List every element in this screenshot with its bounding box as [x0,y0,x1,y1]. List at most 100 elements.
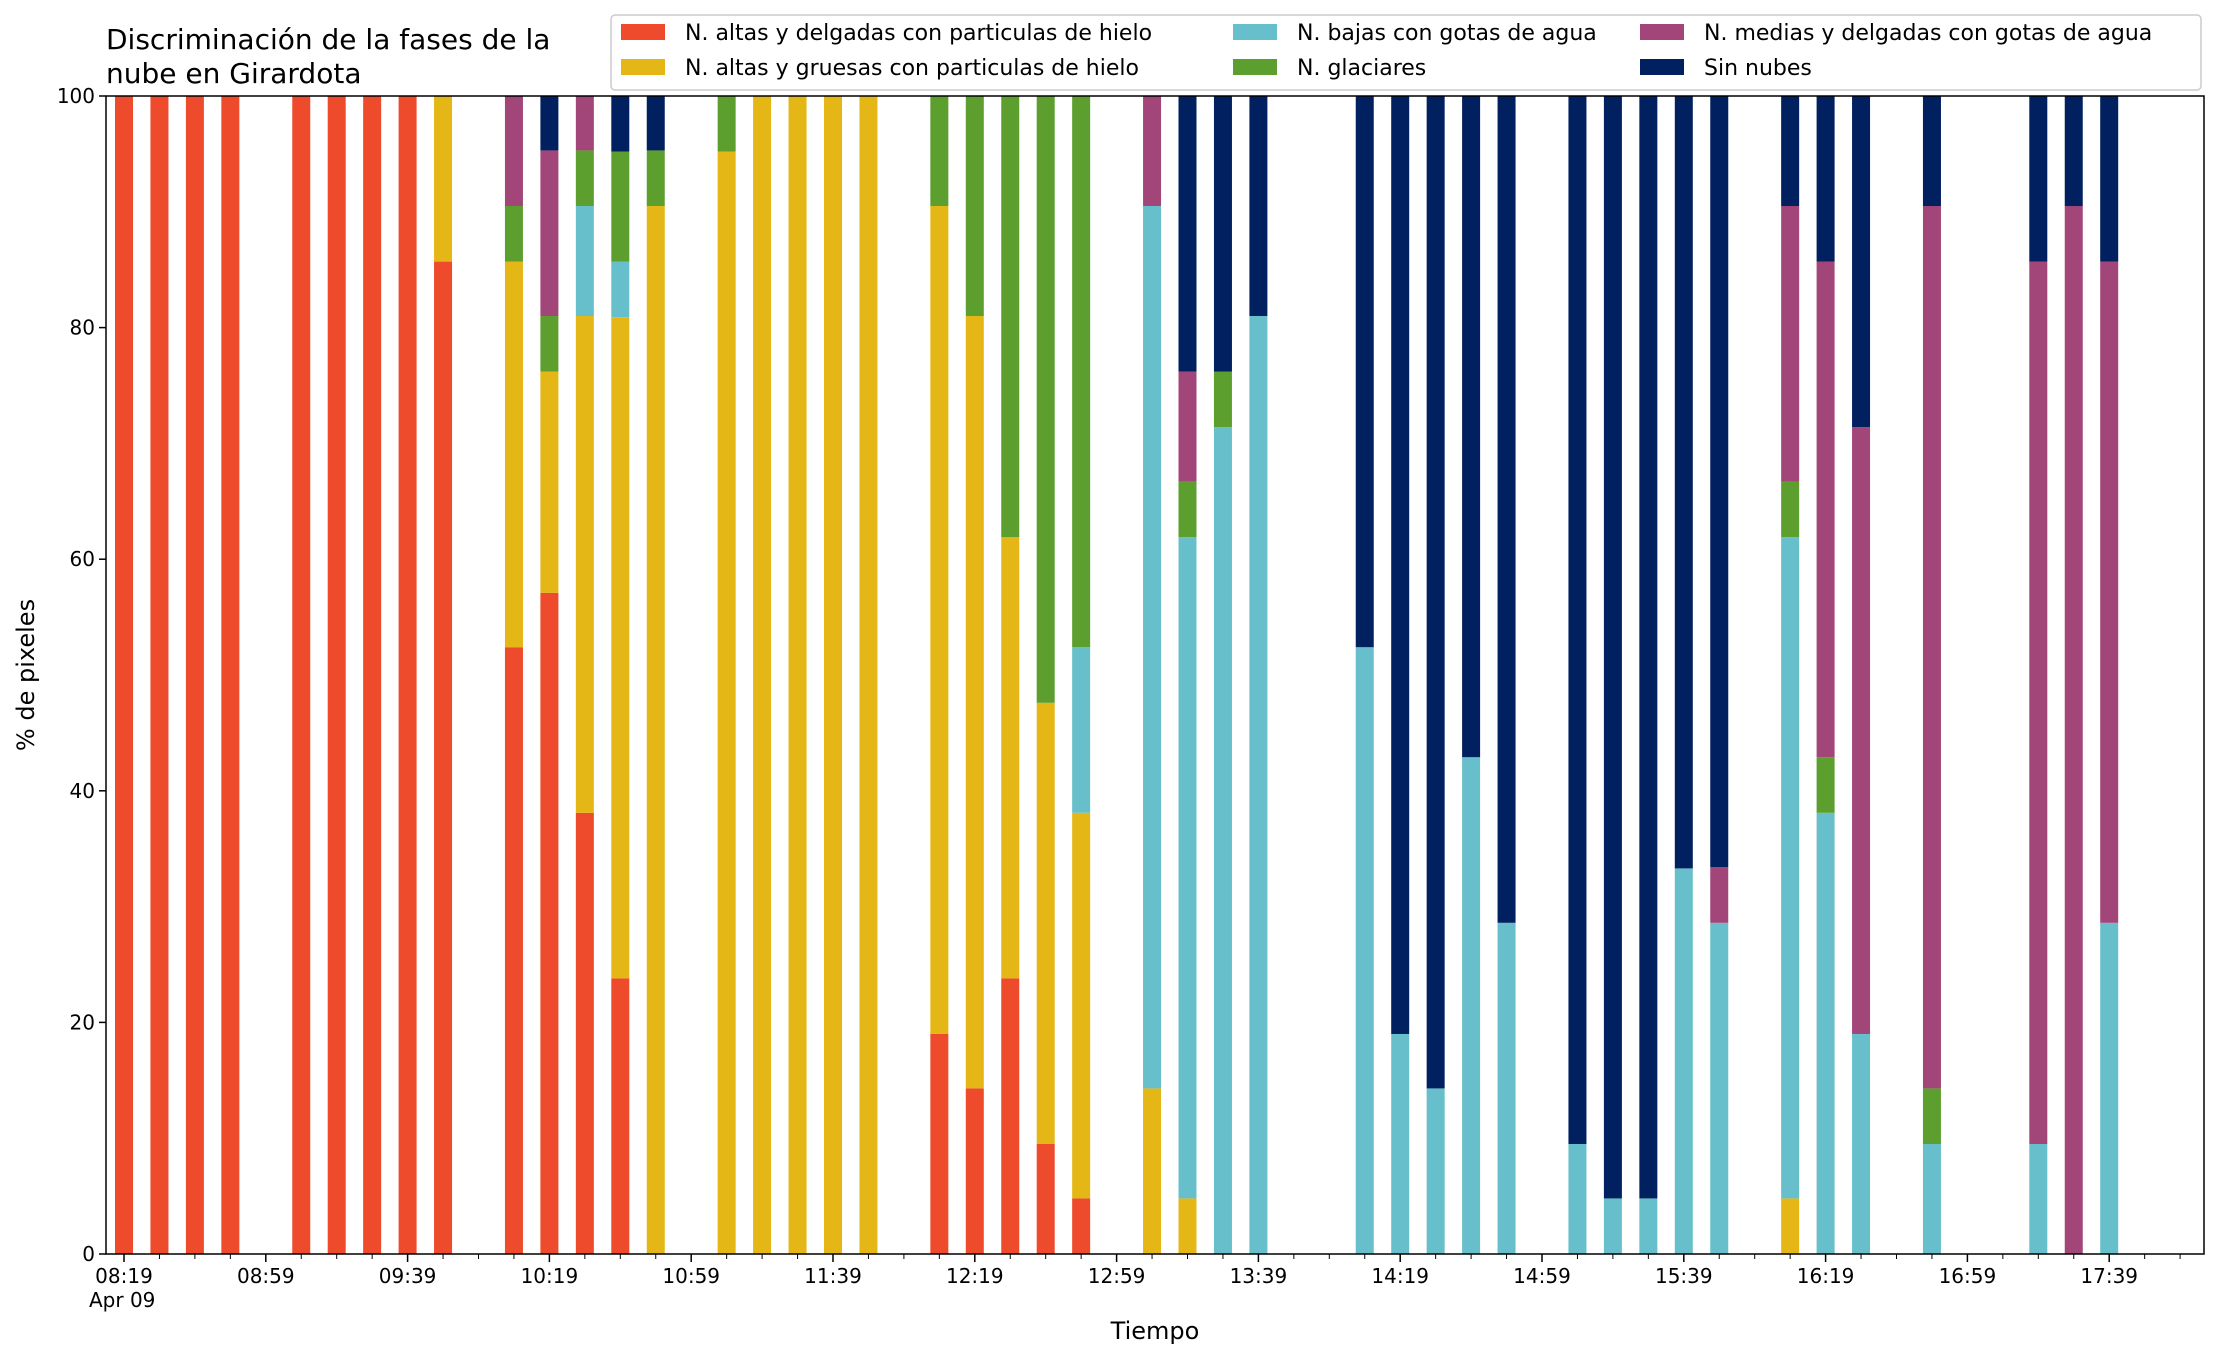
x-axis-label: Tiempo [1110,1317,1200,1345]
bar-stack [575,96,594,1254]
bar-segment-altas-gruesas [504,261,523,648]
bar-segment-altas-gruesas [1178,1198,1197,1254]
bars-layer [115,96,2119,1255]
bar-segment-glaciares [930,96,949,207]
bar-segment-altas-gruesas [611,317,630,979]
bar-stack [221,96,240,1254]
bar-stack [1213,96,1232,1254]
bar-segment-sin-nubes [1852,96,1871,428]
bar-segment-sin-nubes [1462,96,1481,758]
bar-segment-altas-gruesas [788,96,807,1254]
bar-segment-bajas-agua [1674,868,1693,1254]
x-tick-label: 17:39 [2080,1264,2138,1288]
bar-stack [1710,96,1729,1254]
bar-segment-medias-agua [1816,261,1835,758]
bar-segment-medias-agua [2100,261,2119,923]
bar-segment-altas-delgadas [363,96,382,1254]
bar-segment-altas-delgadas [611,978,630,1254]
x-tick-label: 16:19 [1797,1264,1855,1288]
legend-swatch [1640,59,1684,75]
bar-stack [115,96,133,1254]
bar-stack [185,96,204,1254]
bar-segment-altas-gruesas [1781,1198,1800,1254]
legend-swatch [1640,24,1684,40]
bar-segment-sin-nubes [1639,96,1658,1199]
bar-segment-glaciares [1072,96,1091,648]
legend-label: N. altas y delgadas con particulas de hi… [685,21,1152,46]
y-axis: 0 20 40 60 80 100 [57,84,106,1266]
legend: N. altas y delgadas con particulas de hi… [610,14,2202,91]
bar-segment-sin-nubes [1710,96,1729,868]
bar-segment-medias-agua [504,96,523,207]
bar-stack [1391,96,1410,1254]
bar-stack [2100,96,2119,1254]
legend-entry-sin-nubes: Sin nubes [1640,56,1812,81]
bar-segment-sin-nubes [1249,96,1268,317]
bar-stack [1462,96,1481,1254]
bar-stack [788,96,807,1254]
bar-stack [2064,96,2083,1254]
bar-stack [2029,96,2048,1254]
bar-segment-bajas-agua [1178,537,1197,1199]
bar-segment-bajas-agua [1355,647,1374,1254]
bar-stack [504,96,523,1254]
bar-segment-bajas-agua [1816,812,1835,1254]
y-tick-label: 60 [70,547,95,571]
x-tick-label: 08:19 [95,1264,153,1288]
bar-segment-altas-gruesas [1072,812,1091,1199]
bar-stack [363,96,382,1254]
x-tick-label: 10:59 [662,1264,720,1288]
bar-segment-sin-nubes [2064,96,2083,207]
legend-box [610,14,2202,91]
bar-segment-sin-nubes [1426,96,1445,1089]
legend-entry-glaciares: N. glaciares [1233,56,1426,81]
bar-stack [1603,96,1622,1254]
bar-segment-bajas-agua [2029,1143,2048,1254]
bar-segment-bajas-agua [1639,1198,1658,1254]
x-tick-label: 08:59 [237,1264,295,1288]
bar-stack [1497,96,1516,1254]
legend-entry-altas-delgadas: N. altas y delgadas con particulas de hi… [621,21,1152,46]
x-tick-label: 15:39 [1655,1264,1713,1288]
bar-segment-glaciares [1213,371,1232,428]
bar-stack [1922,96,1941,1254]
bar-stack [1001,96,1020,1254]
bar-segment-altas-delgadas [1072,1198,1091,1254]
legend-label: N. medias y delgadas con gotas de agua [1704,21,2152,46]
bar-segment-altas-delgadas [115,96,133,1254]
bar-segment-altas-gruesas [540,371,559,593]
legend-entry-bajas-agua: N. bajas con gotas de agua [1233,21,1597,46]
bar-segment-altas-delgadas [434,261,453,1255]
bar-segment-bajas-agua [1497,922,1516,1254]
bar-stack [540,96,559,1254]
bar-segment-bajas-agua [1603,1198,1622,1254]
bar-segment-medias-agua [1710,867,1729,923]
bar-stack [150,96,169,1254]
bar-segment-altas-gruesas [753,96,772,1254]
bar-segment-glaciares [1816,757,1835,813]
bar-segment-bajas-agua [1462,757,1481,1254]
legend-entry-medias-agua: N. medias y delgadas con gotas de agua [1640,21,2152,46]
bar-stack [1355,96,1374,1254]
bar-segment-medias-agua [2064,206,2083,1254]
bar-segment-sin-nubes [1568,96,1587,1144]
bar-segment-bajas-agua [1710,922,1729,1254]
bar-segment-altas-delgadas [1036,1143,1055,1254]
bar-segment-glaciares [1178,481,1197,538]
x-tick-label: 14:59 [1513,1264,1571,1288]
bar-segment-sin-nubes [1603,96,1622,1199]
bar-segment-medias-agua [1781,206,1800,482]
bar-segment-sin-nubes [2029,96,2048,262]
bar-segment-altas-gruesas [1143,1088,1162,1254]
bar-stack [327,96,346,1254]
x-tick-label: 14:19 [1371,1264,1429,1288]
bar-segment-bajas-agua [1143,206,1162,1089]
bar-segment-sin-nubes [2100,96,2119,262]
chart-title-line-2: nube en Girardota [106,57,361,90]
bar-stack [1178,96,1197,1254]
bar-segment-sin-nubes [646,96,665,151]
plot-frame [105,95,2205,1255]
bar-segment-bajas-agua [1391,1033,1410,1254]
bar-segment-sin-nubes [1178,96,1197,372]
